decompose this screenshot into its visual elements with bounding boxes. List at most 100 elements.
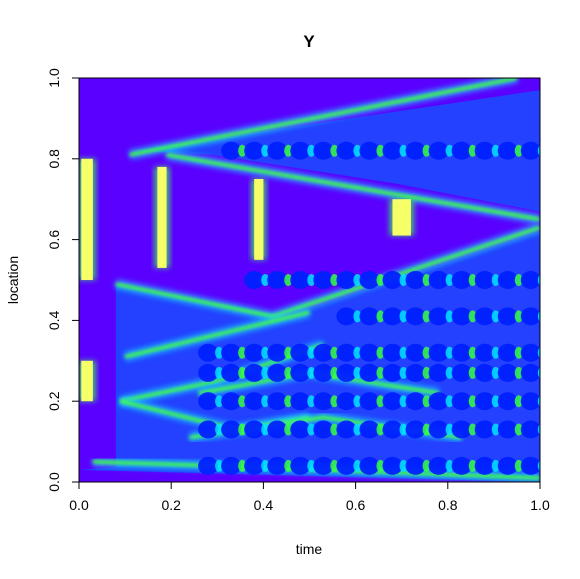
heat-spot-7-2 xyxy=(244,456,265,475)
heat-spot-7-8 xyxy=(382,456,403,475)
heat-highlight-0-5 xyxy=(330,144,339,157)
heat-highlight-7-5 xyxy=(330,459,339,472)
heat-highlight-2-7 xyxy=(376,310,385,323)
heat-spot-1-11 xyxy=(451,271,472,289)
heat-spot-0-9 xyxy=(405,141,426,160)
x-tick-label-3: 0.6 xyxy=(346,497,366,513)
x-tick-label-1: 0.2 xyxy=(161,497,181,513)
heat-spot-5-1 xyxy=(221,392,242,411)
heat-peak-1 xyxy=(81,360,93,402)
heat-spot-6-9 xyxy=(405,420,426,439)
heat-spot-5-10 xyxy=(428,392,449,411)
heat-spot-7-11 xyxy=(451,456,472,475)
heat-highlight-5-3 xyxy=(284,395,293,408)
heat-ridge-2 xyxy=(115,226,540,318)
heat-spot-3-6 xyxy=(336,343,357,362)
heat-spot-7-13 xyxy=(497,456,518,475)
heat-highlight-2-11 xyxy=(468,310,477,323)
heat-highlight-3-10 xyxy=(445,346,454,359)
heat-spot-7-4 xyxy=(290,456,311,475)
heat-spot-6-2 xyxy=(244,420,265,439)
heat-highlight-0-6 xyxy=(353,144,362,157)
heat-spot-3-7 xyxy=(359,343,380,362)
heat-highlight-5-6 xyxy=(353,395,362,408)
heat-highlight-5-9 xyxy=(422,395,431,408)
heat-highlight-1-2 xyxy=(261,274,270,286)
heat-highlight-0-12 xyxy=(491,144,500,157)
heat-spot-2-13 xyxy=(497,307,518,326)
heat-highlight-3-9 xyxy=(422,346,431,359)
heat-spot-4-11 xyxy=(451,363,472,382)
heat-spot-6-1 xyxy=(221,420,242,439)
heat-spot-6-6 xyxy=(336,420,357,439)
heat-highlight-7-1 xyxy=(238,459,247,472)
heat-highlight-1-8 xyxy=(399,274,408,286)
heat-highlight-0-11 xyxy=(468,144,477,157)
heat-highlight-6-14 xyxy=(537,424,540,435)
heat-highlight-3-1 xyxy=(238,346,247,359)
heat-spot-3-5 xyxy=(313,343,334,362)
x-tick-label-0: 0.0 xyxy=(69,497,89,513)
heat-spot-4-3 xyxy=(267,363,288,382)
heat-highlight-1-13 xyxy=(514,274,523,286)
plot-area xyxy=(79,78,540,482)
chart-title: Y xyxy=(303,32,315,51)
heat-highlight-7-14 xyxy=(537,460,540,472)
heat-spot-2-14 xyxy=(520,307,540,326)
heat-highlight-7-2 xyxy=(261,459,270,472)
x-tick-label-2: 0.4 xyxy=(254,497,274,513)
heat-highlight-5-8 xyxy=(399,395,408,408)
heat-spot-0-11 xyxy=(451,141,472,160)
heat-highlight-0-7 xyxy=(376,144,385,157)
heat-spot-4-12 xyxy=(474,363,495,382)
heat-highlight-4-11 xyxy=(468,366,477,379)
heat-highlight-5-11 xyxy=(468,395,477,408)
heat-spot-4-9 xyxy=(405,363,426,382)
heat-highlight-7-8 xyxy=(399,459,408,472)
heat-spot-0-7 xyxy=(359,141,380,160)
heat-highlight-2-6 xyxy=(353,310,362,323)
heat-spot-4-14 xyxy=(520,363,540,382)
heat-highlight-7-9 xyxy=(422,459,431,472)
heat-spot-3-9 xyxy=(405,343,426,362)
heat-spot-5-11 xyxy=(451,392,472,411)
heat-spot-1-12 xyxy=(474,271,495,289)
heat-highlight-0-1 xyxy=(238,144,247,157)
heat-ridge-0 xyxy=(129,78,518,157)
heat-highlight-0-9 xyxy=(422,144,431,157)
heat-highlight-4-2 xyxy=(261,366,270,379)
heat-highlight-5-0 xyxy=(215,395,224,408)
heat-spot-2-8 xyxy=(382,307,403,326)
heat-spot-5-13 xyxy=(497,392,518,411)
heat-highlight-6-2 xyxy=(261,423,270,436)
heat-spot-1-2 xyxy=(244,271,265,289)
heat-highlight-0-3 xyxy=(284,144,293,157)
heat-spot-1-13 xyxy=(497,271,518,289)
heat-highlight-4-6 xyxy=(353,366,362,379)
heat-spot-4-1 xyxy=(221,363,242,382)
heat-highlight-7-10 xyxy=(445,459,454,472)
heat-highlight-4-1 xyxy=(238,366,247,379)
heat-spot-5-5 xyxy=(313,392,334,411)
heat-spot-0-2 xyxy=(244,141,265,160)
y-tick-label-5: 1.0 xyxy=(46,68,62,88)
heat-spot-6-8 xyxy=(382,420,403,439)
heat-spot-6-5 xyxy=(313,420,334,439)
heat-highlight-0-8 xyxy=(399,144,408,157)
heat-highlight-6-11 xyxy=(468,423,477,436)
heat-highlight-6-6 xyxy=(353,423,362,436)
heat-spot-7-7 xyxy=(359,456,380,475)
heat-highlight-3-4 xyxy=(307,346,316,359)
heat-highlight-6-13 xyxy=(514,423,523,436)
heat-spot-2-12 xyxy=(474,307,495,326)
heat-highlight-1-5 xyxy=(330,274,339,286)
heat-highlight-4-8 xyxy=(399,366,408,379)
heat-spot-0-8 xyxy=(382,141,403,160)
heat-highlight-6-5 xyxy=(330,423,339,436)
heat-highlight-1-11 xyxy=(468,274,477,286)
heat-spot-5-14 xyxy=(520,392,540,411)
heat-spot-4-13 xyxy=(497,363,518,382)
heat-spot-7-1 xyxy=(221,456,242,475)
heat-highlight-7-0 xyxy=(215,459,224,472)
